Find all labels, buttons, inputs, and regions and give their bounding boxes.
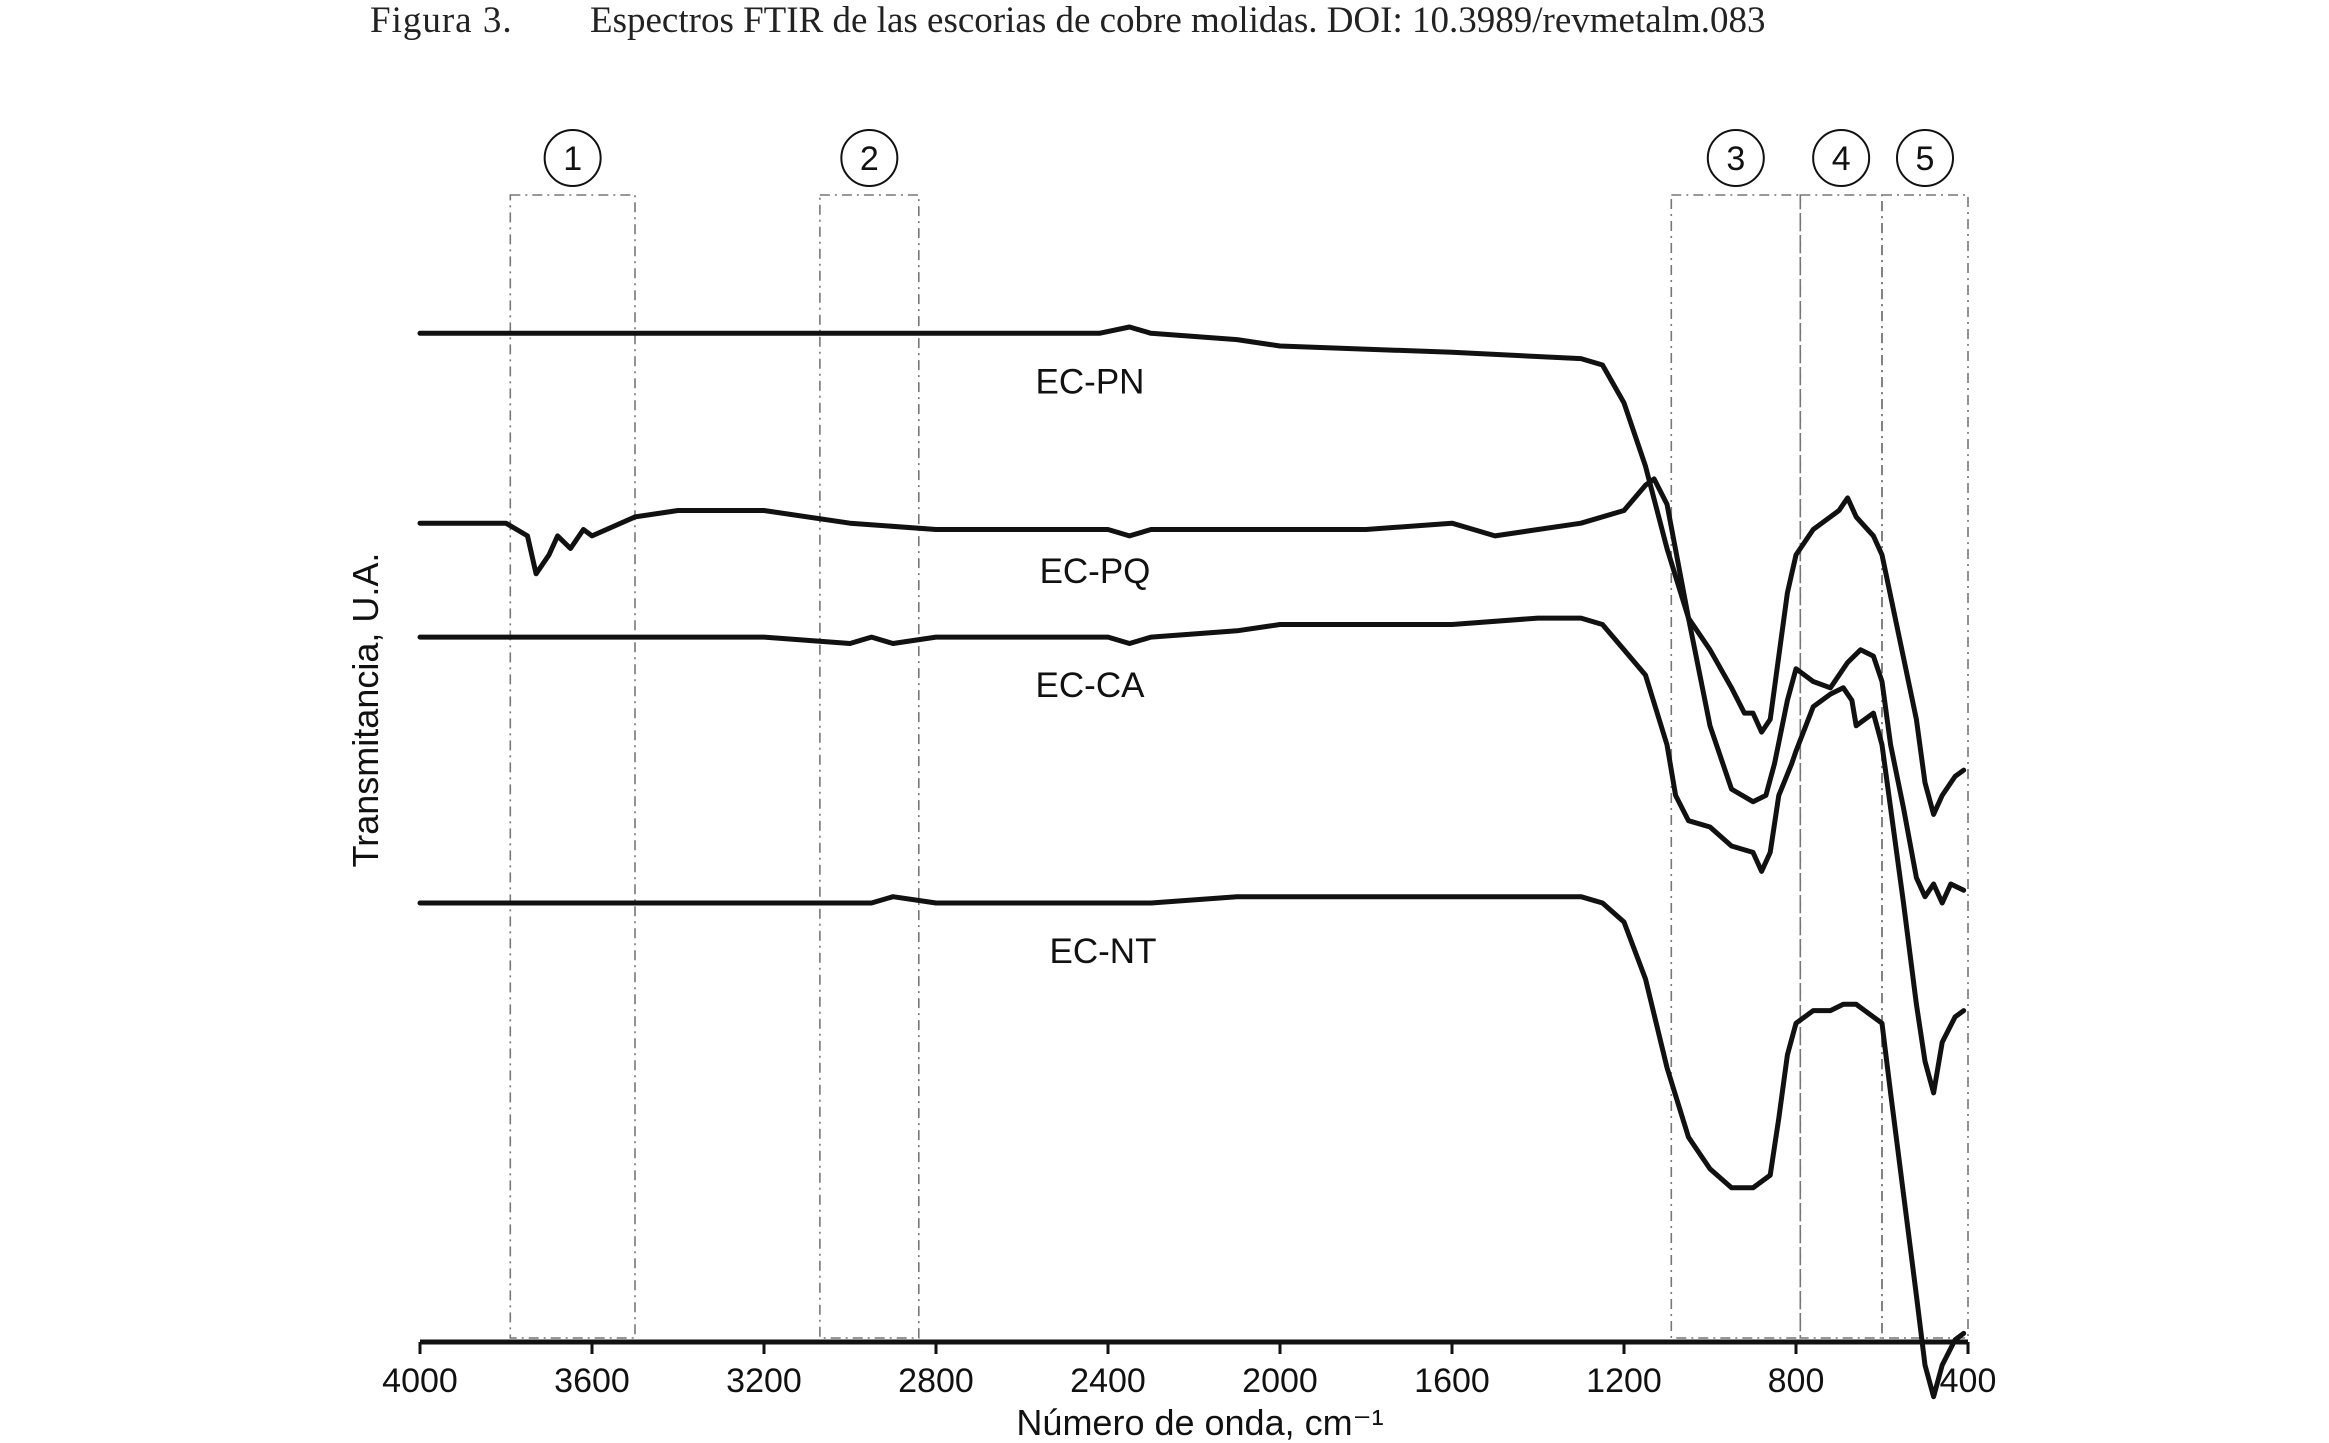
- x-tick-label-2800: 2800: [898, 1362, 974, 1400]
- caption-prefix: Figura 3.: [370, 0, 513, 41]
- x-tick-label-1200: 1200: [1586, 1362, 1662, 1400]
- x-tick-label-4000: 4000: [382, 1362, 458, 1400]
- series-line-ec-pq: [417, 476, 1967, 906]
- region-markers: 1 2 3 4 5: [509, 129, 1969, 1339]
- region-box-5: [1881, 194, 1969, 1339]
- series-line-ec-nt: [417, 894, 1967, 1400]
- region-box-3: [1670, 194, 1802, 1339]
- region-circle-3: [1706, 129, 1765, 187]
- y-axis-title: Transmitancia, U.A.: [345, 553, 386, 868]
- series-label-ec-nt: EC-NT: [1050, 932, 1157, 971]
- x-tick-label-2000: 2000: [1242, 1362, 1318, 1400]
- x-axis-title: Número de onda, cm⁻¹: [1016, 1402, 1383, 1443]
- x-tick-label-1600: 1600: [1414, 1362, 1490, 1400]
- series-label-ec-pq: EC-PQ: [1040, 552, 1151, 591]
- spectra-series: [417, 324, 1967, 1400]
- x-tick-label-3600: 3600: [554, 1362, 630, 1400]
- region-number-5: 5: [1916, 140, 1935, 178]
- region-number-3: 3: [1726, 140, 1745, 178]
- region-number-2: 2: [860, 140, 879, 178]
- x-tick-label-3200: 3200: [726, 1362, 802, 1400]
- series-label-ec-pn: EC-PN: [1036, 362, 1145, 401]
- region-box-1: [509, 194, 636, 1339]
- series-line-ec-ca: [417, 615, 1967, 1096]
- x-tick-label-800: 800: [1768, 1362, 1825, 1400]
- series-labels: EC-PN EC-PQ EC-CA EC-NT: [1036, 362, 1157, 971]
- series-line-ec-pn: [417, 324, 1967, 817]
- region-number-1: 1: [563, 140, 582, 178]
- x-axis-ticks: 4000 3600 3200 2800 2400 2000 1600 1200 800 400: [382, 1342, 1996, 1400]
- series-label-ec-ca: EC-CA: [1036, 666, 1146, 705]
- caption-text: Espectros FTIR de las escorias de cobre …: [590, 0, 1766, 41]
- region-circle-1: [543, 129, 602, 187]
- region-box-4: [1799, 194, 1883, 1339]
- x-tick-label-2400: 2400: [1070, 1362, 1146, 1400]
- region-circle-5: [1896, 129, 1954, 187]
- region-circle-2: [840, 129, 899, 187]
- region-box-2: [819, 194, 920, 1339]
- region-number-4: 4: [1832, 140, 1851, 178]
- x-tick-label-400: 400: [1940, 1362, 1997, 1400]
- region-circle-4: [1812, 129, 1871, 187]
